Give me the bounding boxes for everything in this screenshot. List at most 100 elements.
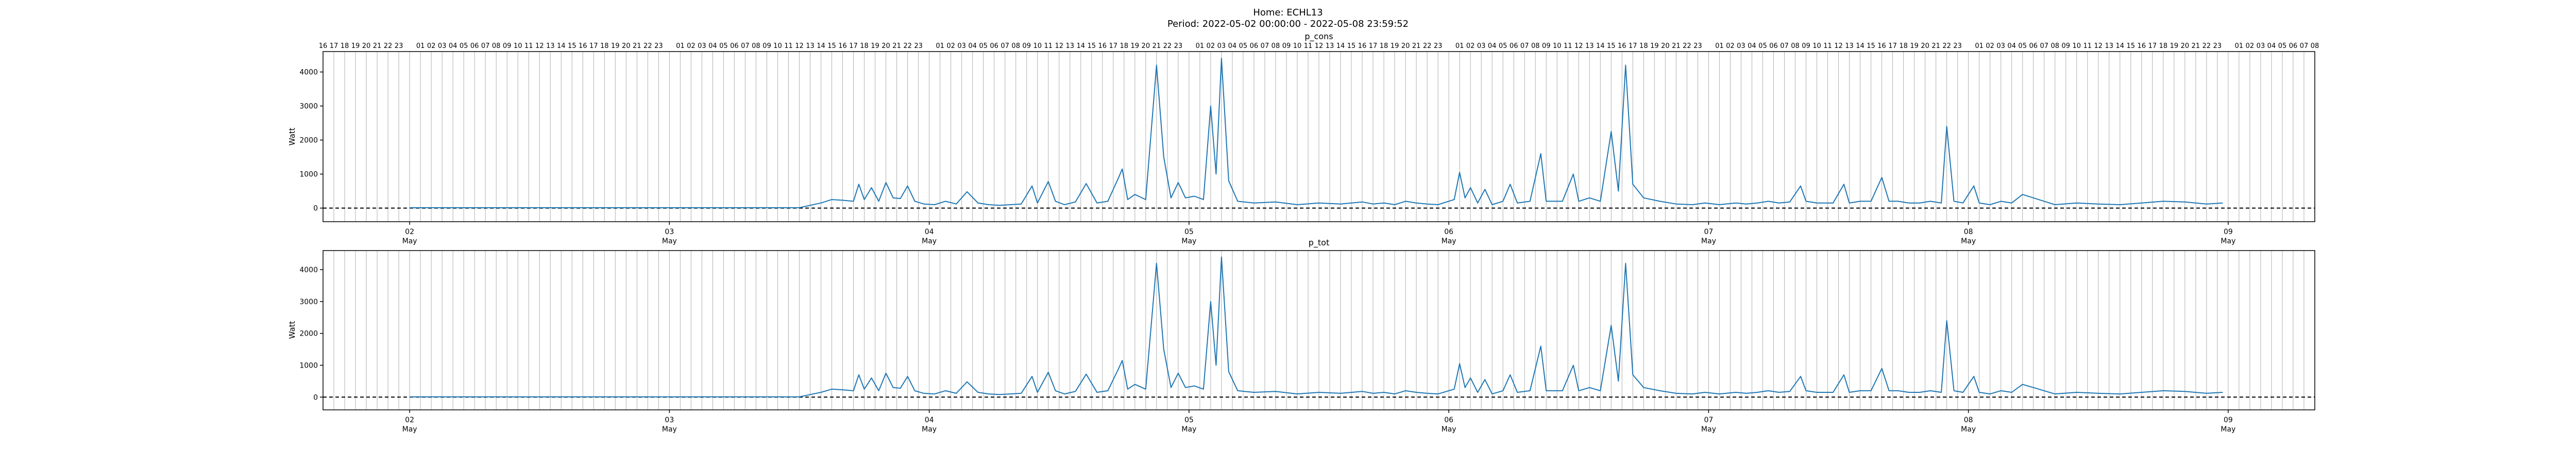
top-hour-tick-label: 21 bbox=[373, 42, 382, 50]
x-tick-label-day: 07 bbox=[1704, 416, 1713, 424]
x-tick-label-day: 09 bbox=[2224, 416, 2233, 424]
x-tick-label-month: May bbox=[1181, 425, 1196, 434]
top-hour-tick-label: 04 bbox=[2267, 42, 2276, 50]
top-hour-tick-label: 19 bbox=[611, 42, 620, 50]
top-hour-tick-label: 11 bbox=[1564, 42, 1572, 50]
top-hour-tick-label: 20 bbox=[1401, 42, 1410, 50]
top-hour-tick-label: 13 bbox=[1065, 42, 1074, 50]
hour-grid bbox=[323, 251, 2315, 410]
x-tick-label-day: 04 bbox=[925, 416, 934, 424]
top-hour-tick-label: 13 bbox=[546, 42, 555, 50]
chart-p-cons: p_cons Watt 16 17 18 19 20 21 22 23 01 02 03 04 05 06… bbox=[287, 31, 2319, 245]
top-hour-tick-label: 05 bbox=[1239, 42, 1248, 50]
x-tick-label-day: 08 bbox=[1964, 228, 1973, 236]
top-hour-tick-label: 10 bbox=[1812, 42, 1821, 50]
top-hour-tick-label: 07 bbox=[481, 42, 490, 50]
top-hour-tick-label: 07 bbox=[741, 42, 750, 50]
top-hour-tick-label: 20 bbox=[882, 42, 890, 50]
top-hour-tick-label: 08 bbox=[2311, 42, 2319, 50]
top-hour-tick-label: 14 bbox=[1336, 42, 1345, 50]
top-hour-tick-label: 02 bbox=[946, 42, 955, 50]
top-hour-tick-label: 12 bbox=[1055, 42, 1063, 50]
top-hour-tick-label: 20 bbox=[1661, 42, 1670, 50]
top-hour-tick-label: 15 bbox=[1347, 42, 1356, 50]
top-hour-tick-label: 17 bbox=[1369, 42, 1378, 50]
top-hour-tick-label: 03 bbox=[1217, 42, 1226, 50]
top-hour-tick-label: 15 bbox=[1607, 42, 1616, 50]
top-hour-tick-label: 23 bbox=[1174, 42, 1183, 50]
y-tick-label: 0 bbox=[313, 205, 318, 213]
x-tick-label-month: May bbox=[1442, 237, 1456, 245]
top-hour-tick-label: 02 bbox=[427, 42, 436, 50]
x-tick-label-day: 06 bbox=[1444, 228, 1453, 236]
top-hour-tick-label: 11 bbox=[784, 42, 793, 50]
top-hour-tick-label: 22 bbox=[903, 42, 912, 50]
top-hour-tick-label: 02 bbox=[687, 42, 696, 50]
y-tick-label: 0 bbox=[313, 393, 318, 402]
top-hour-tick-label: 09 bbox=[1542, 42, 1551, 50]
top-hour-tick-label: 10 bbox=[2072, 42, 2081, 50]
top-hour-tick-label: 17 bbox=[849, 42, 858, 50]
top-hour-tick-label: 12 bbox=[795, 42, 804, 50]
top-hour-tick-label: 18 bbox=[1120, 42, 1129, 50]
top-hour-tick-label: 21 bbox=[892, 42, 901, 50]
y-axis-label: Watt bbox=[287, 127, 297, 145]
top-hour-tick-label: 03 bbox=[1996, 42, 2005, 50]
x-tick-label-day: 06 bbox=[1444, 416, 1453, 424]
x-tick-label-month: May bbox=[1181, 237, 1196, 245]
top-hour-tick-label: 05 bbox=[2278, 42, 2287, 50]
top-hour-tick-label: 01 bbox=[416, 42, 425, 50]
top-hour-tick-label: 08 bbox=[1791, 42, 1800, 50]
top-hour-tick-label: 22 bbox=[2202, 42, 2211, 50]
top-hour-tick-label: 18 bbox=[1899, 42, 1908, 50]
top-hour-tick-label: 14 bbox=[1596, 42, 1605, 50]
top-hour-tick-label: 06 bbox=[1510, 42, 1518, 50]
top-hour-tick-label: 05 bbox=[719, 42, 728, 50]
top-hour-tick-label: 23 bbox=[1953, 42, 1962, 50]
y-tick-label: 2000 bbox=[299, 330, 318, 338]
top-hour-tick-label: 07 bbox=[1520, 42, 1529, 50]
top-hour-tick-label: 17 bbox=[2148, 42, 2157, 50]
top-hour-tick-label: 14 bbox=[817, 42, 825, 50]
top-hour-tick-label: 09 bbox=[1022, 42, 1031, 50]
x-tick-label-month: May bbox=[662, 425, 677, 434]
x-tick-label-day: 03 bbox=[665, 416, 674, 424]
y-tick-label: 3000 bbox=[299, 103, 318, 111]
top-hour-tick-label: 13 bbox=[1326, 42, 1334, 50]
top-hour-tick-label: 08 bbox=[752, 42, 760, 50]
top-hour-tick-label: 05 bbox=[1758, 42, 1767, 50]
top-hour-tick-label: 01 bbox=[1196, 42, 1205, 50]
plot-frame bbox=[323, 250, 2315, 410]
top-hour-tick-label: 14 bbox=[1076, 42, 1085, 50]
top-hour-tick-label: 11 bbox=[1304, 42, 1313, 50]
top-hour-tick-label: 09 bbox=[1802, 42, 1810, 50]
top-hour-tick-label: 19 bbox=[2170, 42, 2179, 50]
top-hour-tick-label: 21 bbox=[633, 42, 641, 50]
x-tick-label-day: 09 bbox=[2224, 228, 2233, 236]
x-tick-label-month: May bbox=[662, 237, 677, 245]
top-hour-tick-label: 01 bbox=[1715, 42, 1724, 50]
top-hour-tick-label: 18 bbox=[860, 42, 869, 50]
top-hour-tick-label: 17 bbox=[1109, 42, 1118, 50]
top-hour-tick-label: 09 bbox=[2061, 42, 2070, 50]
top-hour-tick-label: 23 bbox=[654, 42, 663, 50]
top-hour-tick-label: 22 bbox=[643, 42, 652, 50]
top-hour-tick-label: 05 bbox=[460, 42, 468, 50]
top-hour-tick-label: 02 bbox=[1207, 42, 1215, 50]
top-hour-tick-label: 15 bbox=[1087, 42, 1096, 50]
top-hour-tick-label: 11 bbox=[524, 42, 533, 50]
x-tick-label-month: May bbox=[2221, 425, 2235, 434]
x-tick-label-day: 04 bbox=[925, 228, 934, 236]
top-hour-tick-label: 20 bbox=[2181, 42, 2190, 50]
top-hour-tick-label: 20 bbox=[362, 42, 371, 50]
y-tick-label: 4000 bbox=[299, 266, 318, 274]
top-hour-tick-label: 13 bbox=[2105, 42, 2114, 50]
top-hour-tick-label: 16 bbox=[1358, 42, 1367, 50]
top-hour-tick-label: 11 bbox=[1823, 42, 1832, 50]
top-hour-tick-label: 04 bbox=[1748, 42, 1756, 50]
x-tick-label-day: 03 bbox=[665, 228, 674, 236]
top-hour-tick-label: 16 bbox=[579, 42, 587, 50]
top-hour-tick-label: 18 bbox=[600, 42, 609, 50]
top-hour-tick-label: 13 bbox=[806, 42, 815, 50]
y-tick-label: 1000 bbox=[299, 171, 318, 179]
